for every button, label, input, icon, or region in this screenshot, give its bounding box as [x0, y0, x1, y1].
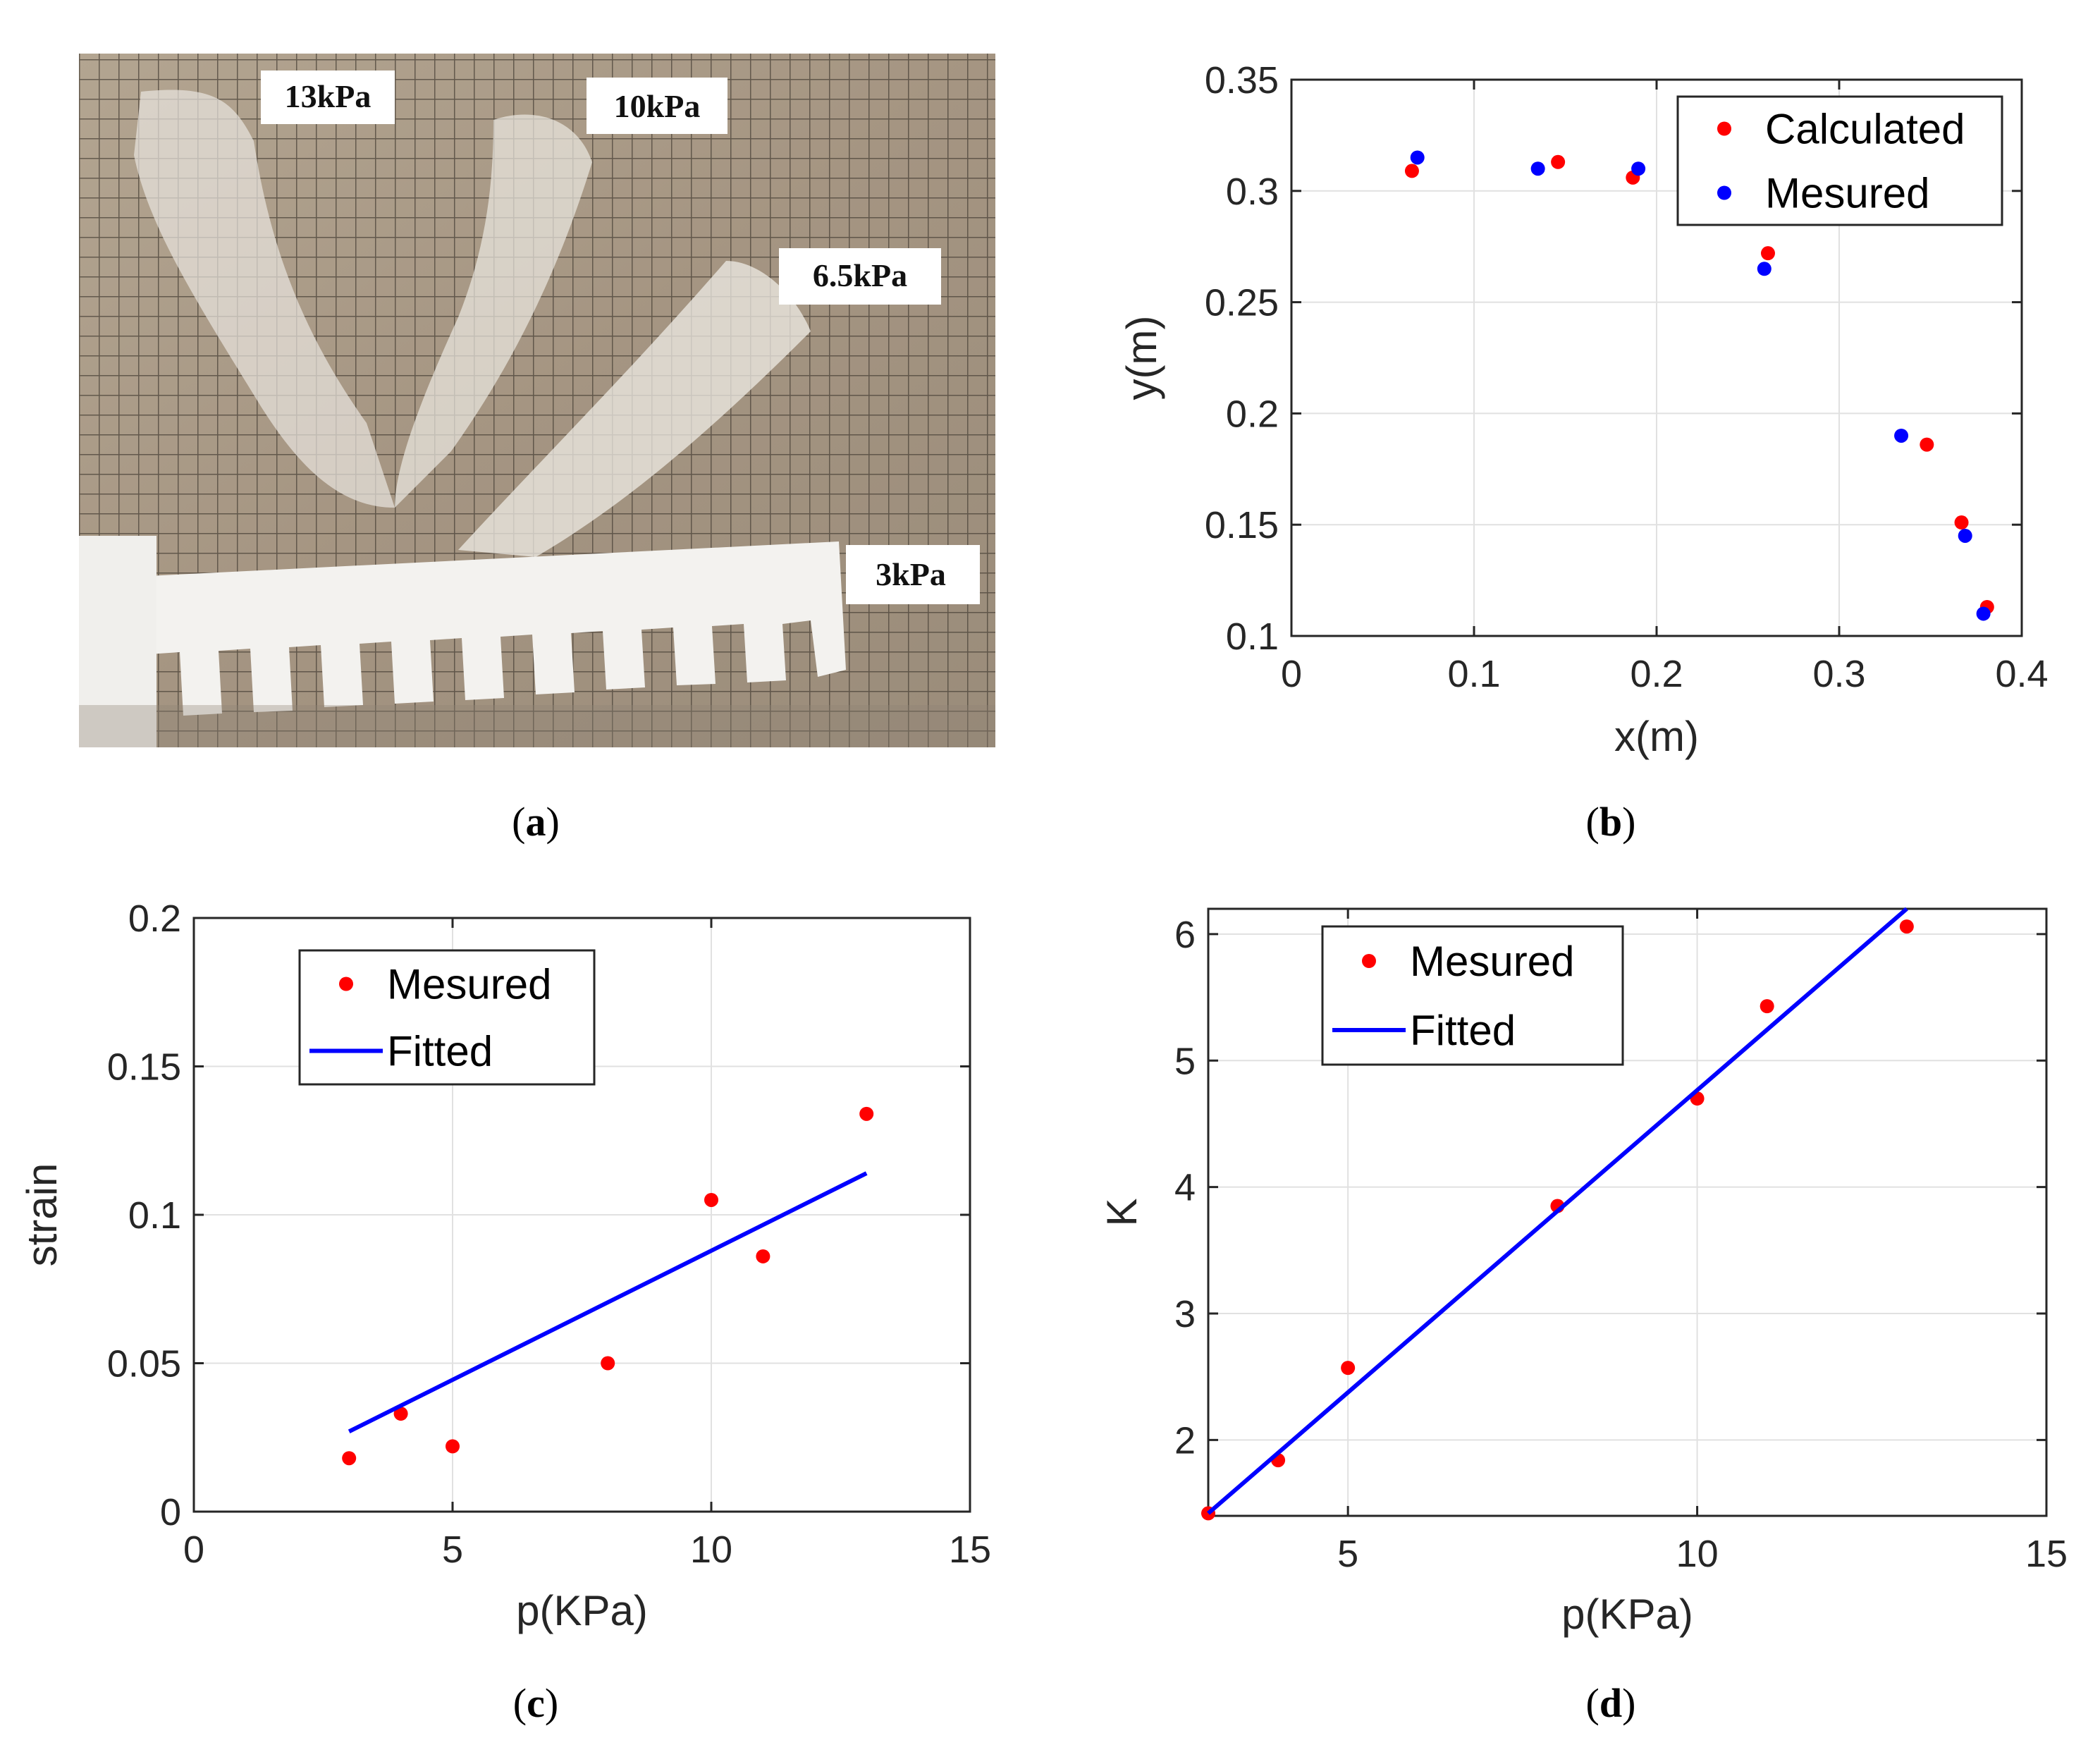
- chart-d: 5 10 15 2 3 4 5 6 p(KPa) K Mesured Fitted: [1098, 907, 2068, 1638]
- y-tick-label: 2: [1174, 1419, 1196, 1462]
- x-tick-label: 0.4: [1995, 653, 2048, 695]
- point-calculated: [1551, 154, 1566, 169]
- x-tick-label: 0: [183, 1529, 204, 1571]
- actuator-6-5kpa-shape: [458, 261, 811, 557]
- y-tick-label: 6: [1174, 914, 1196, 956]
- y-tick-label: 0.05: [107, 1343, 181, 1385]
- chart-c: 0 5 10 15 0 0.05 0.1 0.15 0.2 p(KPa) strain Mesured…: [18, 898, 991, 1634]
- point-mesured: [1958, 528, 1972, 543]
- x-tick-label: 15: [949, 1529, 991, 1571]
- x-tick-label: 10: [1676, 1533, 1719, 1575]
- panel-label-c-letter: c: [527, 1680, 545, 1726]
- x-tick-label: 15: [2025, 1533, 2068, 1575]
- point-calculated: [1404, 164, 1419, 178]
- panel-label-d-letter: d: [1599, 1680, 1622, 1726]
- x-axis-label: x(m): [1614, 713, 1699, 760]
- photo-panel: 13kPa 10kPa 6.5kPa 3kPa: [79, 54, 995, 747]
- panel-label-b-letter: b: [1599, 799, 1622, 845]
- legend-label-calculated: Calculated: [1765, 106, 1965, 153]
- legend-label-mesured: Mesured: [387, 961, 551, 1008]
- y-tick-label: 0.15: [107, 1046, 181, 1089]
- legend-marker-calculated: [1717, 121, 1731, 136]
- x-axis-label: p(KPa): [516, 1587, 648, 1634]
- legend-marker-mesured: [1362, 954, 1376, 968]
- point-mesured: [342, 1451, 357, 1466]
- axes-box: [1207, 907, 2048, 1517]
- chart-b: 0 0.1 0.2 0.3 0.40.10.150.20.250.30.35x(m)y(…: [1118, 59, 2049, 760]
- y-axis-label: strain: [18, 1163, 66, 1267]
- x-tick-label: 0.3: [1812, 653, 1865, 695]
- series-line-fitted: [1207, 907, 1908, 1515]
- y-tick-label: 5: [1174, 1040, 1196, 1082]
- legend-label-mesured: Mesured: [1765, 170, 1929, 217]
- x-tick-label: 0: [1281, 653, 1302, 695]
- actuator-3kpa-shape: [106, 541, 846, 719]
- legend-box: [1321, 925, 1624, 1066]
- point-mesured: [1757, 262, 1772, 276]
- point-mesured: [1894, 428, 1909, 443]
- point-mesured: [446, 1439, 460, 1454]
- x-tick-label: 10: [690, 1529, 732, 1571]
- y-tick-label: 3: [1174, 1293, 1196, 1335]
- y-tick-label: 0.1: [128, 1194, 181, 1237]
- photo-tag-10kpa: 10kPa: [614, 88, 701, 124]
- point-mesured: [1976, 606, 1991, 621]
- point-mesured: [1530, 161, 1545, 176]
- x-tick-label: 0.1: [1447, 653, 1500, 695]
- panel-label-b: (b): [1586, 799, 1636, 845]
- photo-tag-3kpa: 3kPa: [876, 556, 946, 592]
- point-mesured: [704, 1192, 718, 1207]
- photo-tag-6-5kpa: 6.5kPa: [813, 257, 907, 293]
- y-tick-label: 0.3: [1226, 171, 1279, 213]
- legend-label-fitted: Fitted: [1410, 1007, 1516, 1054]
- actuator-13kpa-shape: [134, 90, 395, 508]
- y-tick-label: 0.2: [128, 898, 181, 940]
- legend-box: [298, 949, 596, 1086]
- panel-label-d: (d): [1586, 1680, 1636, 1726]
- point-calculated: [1760, 246, 1775, 261]
- point-calculated: [1954, 515, 1969, 530]
- x-axis-label: p(KPa): [1561, 1591, 1693, 1638]
- x-tick-label: 5: [442, 1529, 463, 1571]
- y-tick-label: 0.1: [1226, 616, 1279, 658]
- point-mesured: [1760, 999, 1774, 1014]
- point-mesured: [756, 1249, 770, 1263]
- y-tick-label: 0.2: [1226, 393, 1279, 435]
- photo-tag-13kpa: 13kPa: [285, 78, 372, 114]
- y-tick-label: 0.25: [1205, 282, 1279, 324]
- legend-label-fitted: Fitted: [387, 1028, 493, 1075]
- y-tick-label: 0.15: [1205, 504, 1279, 546]
- x-tick-label: 5: [1337, 1533, 1358, 1575]
- panel-label-a-letter: a: [526, 799, 546, 845]
- legend-marker-mesured: [339, 976, 353, 991]
- panel-label-c: (c): [513, 1680, 558, 1726]
- series-line-fitted: [348, 1171, 868, 1434]
- point-mesured: [601, 1356, 615, 1371]
- x-tick-label: 0.2: [1630, 653, 1683, 695]
- y-axis-label: K: [1098, 1198, 1146, 1226]
- y-tick-label: 0: [160, 1491, 181, 1533]
- y-tick-label: 0.35: [1205, 59, 1279, 102]
- panel-label-a: (a): [512, 799, 560, 845]
- legend-label-mesured: Mesured: [1410, 938, 1574, 985]
- legend-marker-mesured: [1717, 185, 1731, 200]
- point-mesured: [1410, 150, 1425, 165]
- point-mesured: [393, 1407, 408, 1421]
- point-calculated: [1920, 437, 1934, 452]
- point-mesured: [1631, 161, 1646, 176]
- point-mesured: [1899, 919, 1914, 934]
- y-tick-label: 4: [1174, 1167, 1196, 1209]
- point-mesured: [859, 1106, 874, 1121]
- legend-box: [1676, 95, 2003, 226]
- actuator-10kpa-shape: [395, 114, 592, 508]
- point-mesured: [1341, 1361, 1356, 1376]
- y-axis-label: y(m): [1118, 316, 1165, 400]
